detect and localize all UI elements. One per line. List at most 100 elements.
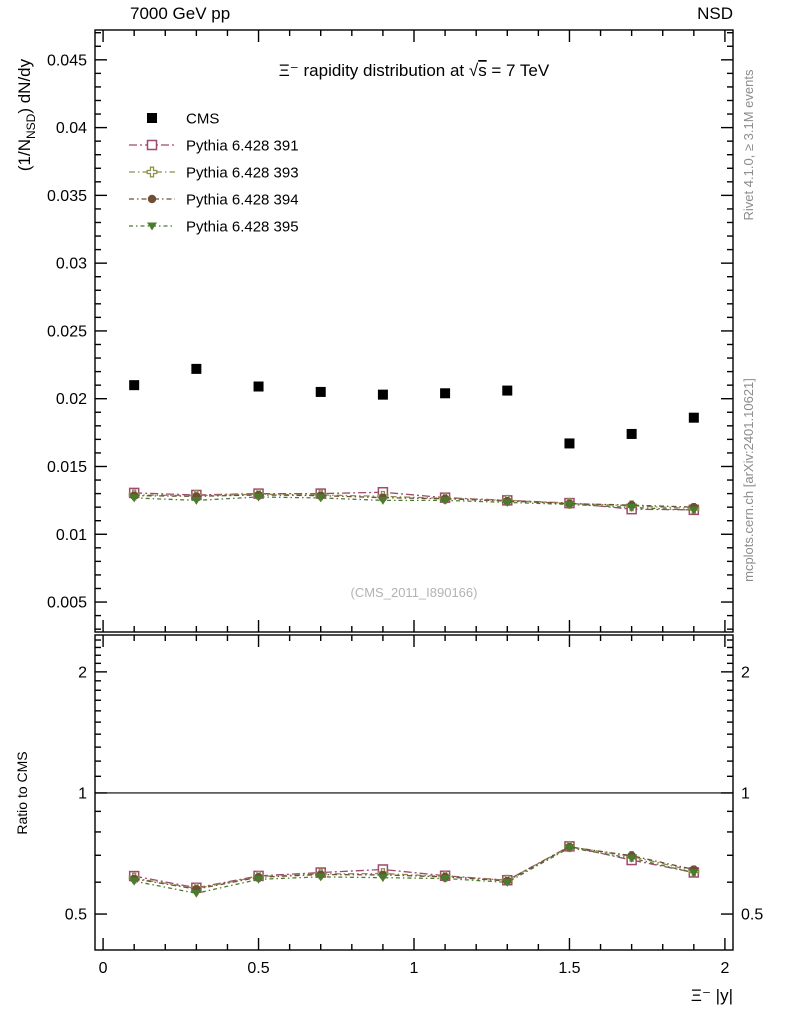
ratio-axis-label: Ratio to CMS (14, 751, 30, 834)
marker-triangle-down-filled (502, 878, 513, 887)
series-line (134, 493, 694, 510)
marker-triangle-down-filled (626, 854, 637, 863)
series-line (134, 491, 694, 511)
marker-triangle-down-filled (626, 503, 637, 512)
mcplots-arxiv-side-label: mcplots.cern.ch [arXiv:2401.10621] (741, 378, 756, 582)
marker-triangle-down-filled (564, 844, 575, 853)
marker-triangle-down-filled (191, 496, 202, 505)
svg-text:2: 2 (720, 960, 729, 977)
ratio-series-pythia-6428-395 (129, 844, 699, 898)
header-right-label: NSD (697, 4, 733, 23)
chart-render-layer: 0.005 0.01 0.015 0.02 0.025 0.03 0.035 0.04 0.04… (47, 29, 763, 977)
ratio-series-line (134, 847, 694, 894)
plot-title: Ξ⁻ rapidity distribution at √s = 7 TeV (279, 61, 550, 80)
svg-text:0: 0 (99, 960, 108, 977)
svg-text:1: 1 (78, 785, 87, 802)
header-left-label: 7000 GeV pp (130, 4, 230, 23)
marker-square-filled (502, 385, 513, 396)
y-axis-label: (1/NNSD) dN/dy (15, 58, 38, 171)
marker-square-open (146, 139, 158, 151)
axes-frame (94, 29, 734, 951)
svg-text:0.025: 0.025 (47, 323, 87, 340)
marker-square-filled (626, 428, 637, 439)
series-pythia-6428-394 (129, 490, 699, 512)
marker-triangle-down-filled (564, 500, 575, 509)
svg-text:0.045: 0.045 (47, 52, 87, 69)
legend-label: Pythia 6.428 394 (186, 192, 299, 209)
x-axis-label: Ξ⁻ |y| (691, 986, 733, 1005)
marker-triangle-down-filled (129, 494, 140, 503)
marker-triangle-down-filled (253, 493, 264, 502)
marker-square-filled (315, 386, 326, 397)
marker-triangle-down-filled (147, 222, 157, 231)
legend-item-pythia-6428-394: Pythia 6.428 394 (129, 192, 299, 209)
svg-text:0.035: 0.035 (47, 188, 87, 205)
svg-text:0.02: 0.02 (56, 391, 87, 408)
svg-text:1.5: 1.5 (558, 960, 580, 977)
marker-circle-filled (147, 194, 157, 204)
marker-triangle-down-filled (377, 496, 388, 505)
marker-triangle-down-filled (502, 498, 513, 507)
marker-square-filled (688, 412, 699, 423)
marker-triangle-down-filled (377, 874, 388, 883)
marker-triangle-down-filled (253, 875, 264, 884)
ratio-series-line (134, 846, 694, 890)
plot-title-sqrt-s: s (478, 61, 487, 80)
marker-triangle-down-filled (688, 869, 699, 878)
svg-text:0.5: 0.5 (247, 960, 269, 977)
legend-label: Pythia 6.428 395 (186, 219, 299, 236)
svg-text:0.03: 0.03 (56, 256, 87, 273)
legend-label: CMS (186, 111, 219, 128)
y-axis-label-part: ) dN/dy (15, 58, 34, 113)
marker-square-filled (440, 388, 451, 399)
marker-square-filled (191, 363, 202, 374)
series-line (134, 496, 694, 511)
svg-text:0.015: 0.015 (47, 459, 87, 476)
legend-item-pythia-6428-393: Pythia 6.428 393 (129, 165, 299, 182)
series-cms (129, 363, 699, 449)
marker-triangle-down-filled (440, 875, 451, 884)
marker-triangle-down-filled (129, 877, 140, 886)
marker-square-filled (564, 438, 575, 449)
svg-text:0.5: 0.5 (741, 907, 763, 924)
marker-triangle-down-filled (191, 889, 202, 898)
marker-square-filled (129, 380, 140, 391)
svg-text:1: 1 (741, 785, 750, 802)
series-pythia-6428-391 (128, 486, 700, 516)
series-line (134, 494, 694, 508)
marker-square-filled (377, 389, 388, 400)
plot-title-part: Ξ⁻ rapidity distribution at √ (279, 61, 479, 80)
legend-label: Pythia 6.428 393 (186, 165, 299, 182)
marker-cross-open (146, 166, 158, 178)
series-pythia-6428-393 (128, 488, 700, 514)
marker-triangle-down-filled (315, 873, 326, 882)
y-axis-label-subscript: NSD (24, 113, 38, 139)
marker-square-filled (147, 113, 157, 123)
ratio-series-line (134, 845, 694, 890)
plot-title-part: = 7 TeV (487, 61, 550, 80)
rivet-version-side-label: Rivet 4.1.0, ≥ 3.1M events (741, 69, 756, 220)
marker-triangle-down-filled (440, 496, 451, 505)
legend-label: Pythia 6.428 391 (186, 138, 299, 155)
svg-text:2: 2 (741, 664, 750, 681)
marker-square-filled (253, 381, 264, 392)
marker-triangle-down-filled (688, 506, 699, 515)
svg-text:1: 1 (410, 960, 419, 977)
svg-text:0.005: 0.005 (47, 595, 87, 612)
legend: CMS Pythia 6.428 391 Pythia 6.428 393 Pythi… (129, 111, 299, 236)
svg-text:0.5: 0.5 (65, 907, 87, 924)
y-axis-label-part: (1/N (15, 139, 34, 171)
legend-item-pythia-6428-391: Pythia 6.428 391 (129, 138, 299, 155)
svg-text:0.04: 0.04 (56, 120, 87, 137)
watermark-analysis-id: (CMS_2011_I890166) (351, 585, 478, 600)
series-pythia-6428-395 (129, 493, 699, 515)
marker-triangle-down-filled (315, 494, 326, 503)
svg-text:0.01: 0.01 (56, 527, 87, 544)
ratio-series-pythia-6428-394 (129, 842, 699, 894)
legend-item-pythia-6428-395: Pythia 6.428 395 (129, 219, 299, 236)
legend-item-cms: CMS (147, 111, 219, 128)
ratio-series-pythia-6428-393 (128, 841, 700, 894)
tick-labels: 0.005 0.01 0.015 0.02 0.025 0.03 0.035 0.04 0.04… (47, 52, 763, 977)
svg-text:2: 2 (78, 664, 87, 681)
